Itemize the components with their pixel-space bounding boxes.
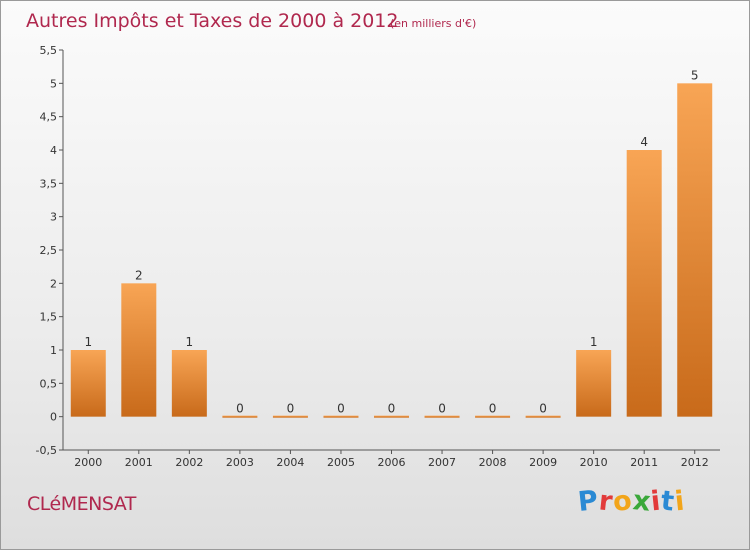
bar-2004	[272, 415, 308, 418]
y-tick-label: 5,5	[40, 44, 58, 57]
bar-2010	[576, 350, 612, 417]
bar-2007	[424, 415, 460, 418]
y-tick-label: 0	[50, 411, 57, 424]
data-label-2000: 1	[84, 335, 92, 349]
x-tick-label-2007: 2007	[428, 456, 456, 469]
y-tick-label: 2,5	[40, 244, 58, 257]
y-tick-label: 1,5	[40, 311, 58, 324]
brand-letter: i	[673, 485, 688, 518]
city-name: CLéMENSAT	[27, 493, 136, 515]
y-tick-label: 5	[50, 77, 57, 90]
data-label-2009: 0	[539, 402, 547, 416]
bar-2008	[475, 415, 511, 418]
chart-title: Autres Impôts et Taxes de 2000 à 2012	[26, 10, 399, 32]
bar-2012	[677, 83, 713, 417]
data-label-2001: 2	[135, 268, 143, 282]
data-label-2010: 1	[590, 335, 598, 349]
y-tick-label: 4,5	[40, 111, 58, 124]
bar-2002	[171, 350, 207, 417]
y-tick-label: 1	[50, 344, 57, 357]
x-tick-label-2005: 2005	[327, 456, 355, 469]
x-tick-label-2012: 2012	[681, 456, 709, 469]
data-label-2011: 4	[640, 135, 648, 149]
data-label-2006: 0	[388, 402, 396, 416]
data-label-2012: 5	[691, 68, 699, 82]
data-label-2007: 0	[438, 402, 446, 416]
data-label-2003: 0	[236, 402, 244, 416]
x-tick-label-2002: 2002	[175, 456, 203, 469]
bar-2009	[525, 415, 561, 418]
bar-2003	[222, 415, 258, 418]
x-tick-label-2001: 2001	[125, 456, 153, 469]
y-tick-label: 0,5	[40, 377, 58, 390]
y-tick-label: 2	[50, 277, 57, 290]
data-label-2005: 0	[337, 402, 345, 416]
bar-2001	[121, 283, 157, 417]
brand-logo: Proxiti	[576, 485, 688, 518]
x-tick-label-2000: 2000	[74, 456, 102, 469]
x-tick-label-2004: 2004	[276, 456, 304, 469]
y-tick-label: -0,5	[36, 444, 57, 457]
bar-2011	[626, 150, 662, 417]
x-tick-label-2003: 2003	[226, 456, 254, 469]
data-label-2004: 0	[287, 402, 295, 416]
y-tick-label: 4	[50, 144, 57, 157]
y-tick-label: 3,5	[40, 177, 58, 190]
bar-2006	[374, 415, 409, 418]
data-label-2008: 0	[489, 402, 497, 416]
x-tick-label-2011: 2011	[630, 456, 658, 469]
bar-2005	[323, 415, 359, 418]
x-tick-label-2008: 2008	[479, 456, 507, 469]
data-label-2002: 1	[186, 335, 194, 349]
x-tick-label-2010: 2010	[580, 456, 608, 469]
bar-2000	[70, 350, 106, 417]
x-tick-label-2006: 2006	[378, 456, 406, 469]
bars: 1 2 1 0 0 0 0 0 0 0 1 4 5	[70, 68, 713, 418]
chart-subtitle: (en milliers d'€)	[390, 17, 476, 30]
y-tick-label: 3	[50, 211, 57, 224]
x-tick-label-2009: 2009	[529, 456, 557, 469]
